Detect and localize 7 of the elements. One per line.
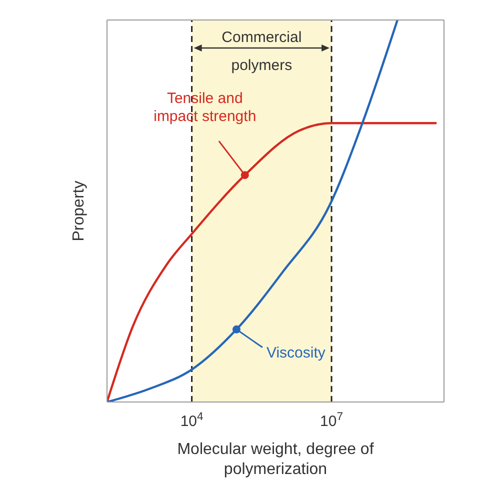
y-axis-title: Property	[70, 180, 88, 242]
x-tick-label: 10$^{7}$	[320, 411, 344, 430]
x-tick-label: 10$^{4}$	[180, 411, 204, 430]
band-label: Commercial polymers	[222, 29, 302, 74]
annotation: Tensile and impact strength	[154, 90, 256, 126]
x-axis-title: Molecular weight, degree of polymerization	[177, 441, 374, 478]
annotation: Viscosity	[266, 344, 326, 362]
